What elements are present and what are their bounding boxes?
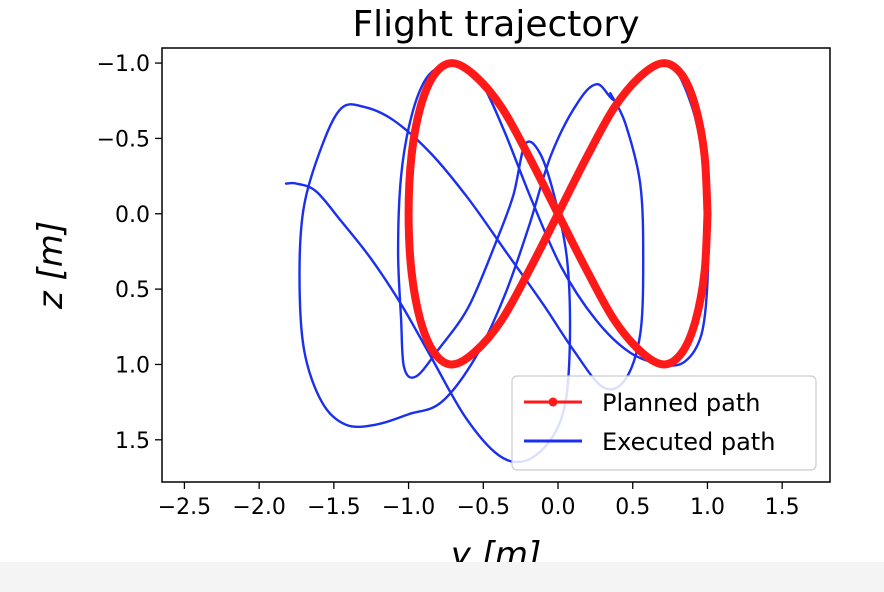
x-tick-label: 0.0 [541, 495, 576, 520]
y-tick-label: 1.0 [115, 353, 150, 378]
legend-marker-planned [548, 397, 558, 407]
y-tick-label: −1.0 [97, 52, 150, 77]
x-tick-label: −2.5 [158, 495, 211, 520]
x-tick-label: −1.0 [382, 495, 435, 520]
y-tick-label: 0.5 [115, 278, 150, 303]
plot-frame [161, 47, 831, 483]
bottom-strip [0, 562, 884, 592]
x-tick-label: −2.0 [232, 495, 285, 520]
trajectory-chart: Flight trajectory −2.5 −2.0 −1.5 −1.0 −0.5 0.… [31, 4, 831, 562]
x-axis-label: y [m] [450, 535, 542, 562]
x-tick-label: 0.5 [615, 495, 650, 520]
y-tick-label: 0.0 [115, 203, 150, 228]
legend-label-planned: Planned path [602, 389, 760, 417]
x-tick-label: 1.5 [765, 495, 800, 520]
planned-path-line [404, 59, 712, 369]
executed-path-line-1 [284, 62, 710, 464]
y-tick-label: 1.5 [115, 429, 150, 454]
x-tick-label: −0.5 [457, 495, 510, 520]
legend: Planned path Executed path [511, 375, 817, 471]
x-tick-label: 1.0 [690, 495, 725, 520]
y-axis-label: z [m] [31, 221, 71, 310]
legend-label-executed: Executed path [602, 428, 775, 456]
y-axis: −1.0 −0.5 0.0 0.5 1.0 1.5 [97, 52, 162, 454]
x-tick-label: −1.5 [307, 495, 360, 520]
legend-box [511, 375, 817, 471]
chart-title: Flight trajectory [352, 4, 639, 45]
y-tick-label: −0.5 [97, 127, 150, 152]
x-axis: −2.5 −2.0 −1.5 −1.0 −0.5 0.0 0.5 1.0 1.5 [158, 482, 800, 520]
